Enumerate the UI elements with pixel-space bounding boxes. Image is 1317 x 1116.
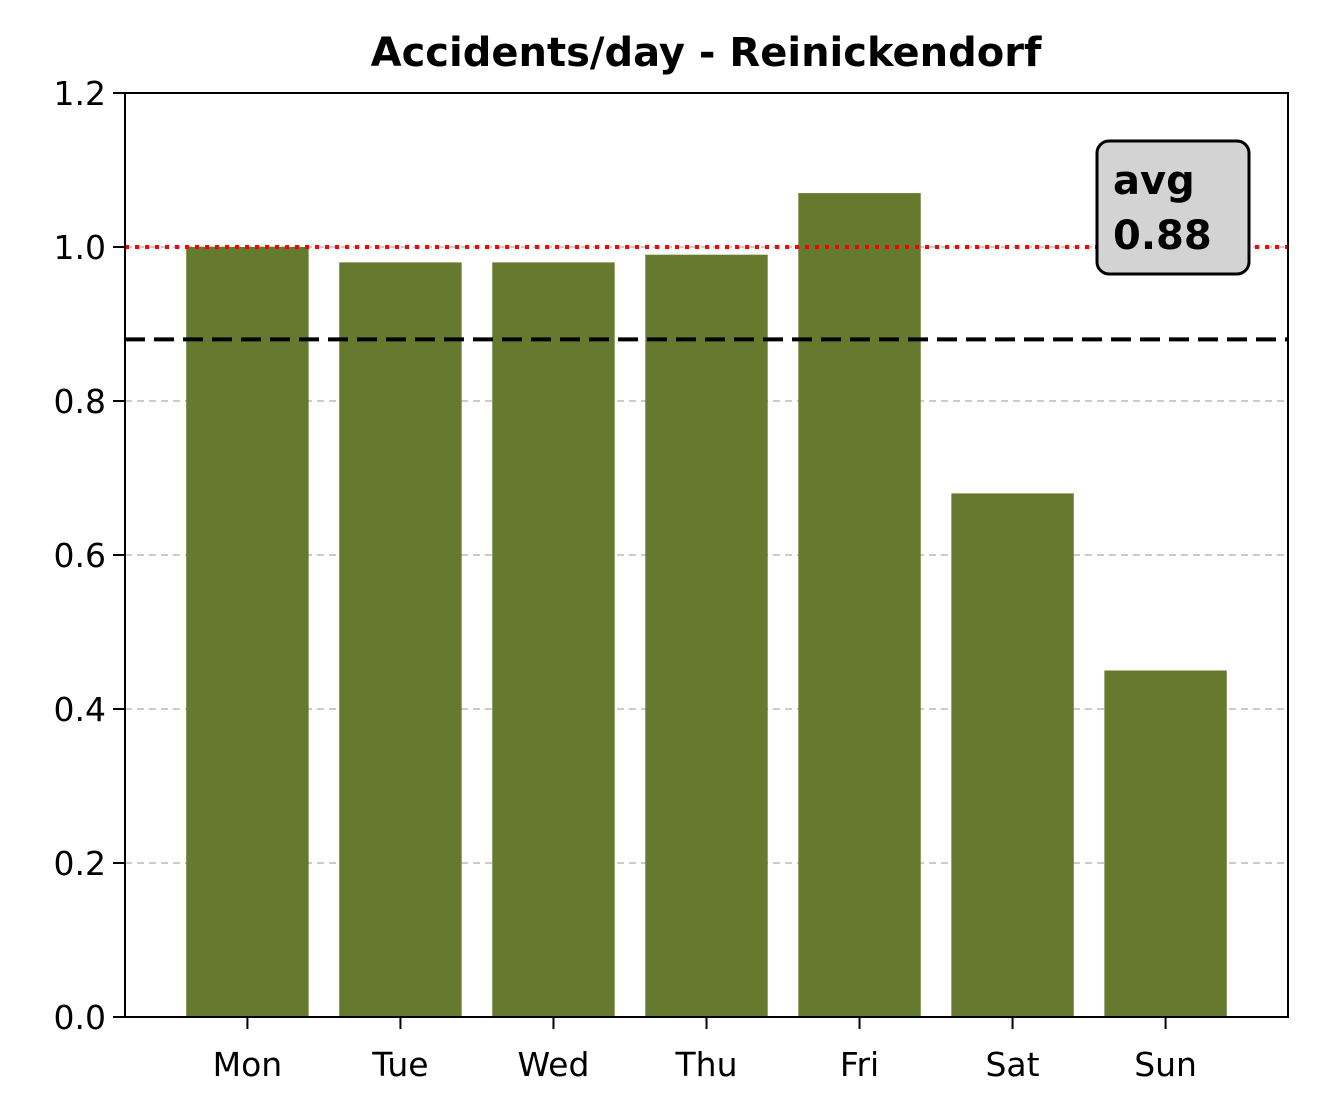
y-tick-label: 1.2	[54, 74, 106, 113]
y-tick-label: 0.6	[54, 536, 106, 575]
y-tick-label: 0.4	[54, 690, 106, 729]
bar-fri	[798, 193, 921, 1018]
x-tick-label: Sun	[1134, 1045, 1197, 1084]
bar-mon	[186, 247, 309, 1017]
x-tick-label: Sat	[985, 1045, 1039, 1084]
bars	[186, 193, 1227, 1018]
y-tick-label: 0.8	[54, 382, 106, 421]
annotation-box	[1095, 139, 1251, 276]
x-tick-label: Mon	[213, 1045, 283, 1084]
bar-sun	[1104, 670, 1227, 1017]
y-tick-label: 0.0	[54, 998, 106, 1037]
x-axis-ticks: Mon Tue Wed Thu Fri Sat Sun	[213, 1017, 1197, 1084]
y-tick-label: 0.2	[54, 844, 106, 883]
average-annotation: avg 0.88	[1095, 139, 1251, 276]
annotation-line-2: 0.88	[1113, 213, 1212, 259]
x-tick-label: Tue	[371, 1045, 428, 1084]
chart-title: Accidents/day - Reinickendorf	[371, 30, 1042, 76]
bar-sat	[951, 493, 1074, 1017]
bar-wed	[492, 262, 615, 1017]
bar-tue	[339, 262, 462, 1017]
x-tick-label: Thu	[675, 1045, 738, 1084]
annotation-line-1: avg	[1113, 158, 1195, 204]
x-tick-label: Wed	[517, 1045, 589, 1084]
x-tick-label: Fri	[840, 1045, 879, 1084]
reference-lines	[125, 245, 1288, 342]
y-axis-ticks: 0.0 0.2 0.4 0.6 0.8 1.0 1.2	[54, 74, 125, 1037]
y-tick-label: 1.0	[54, 228, 106, 267]
bar-thu	[645, 254, 768, 1017]
